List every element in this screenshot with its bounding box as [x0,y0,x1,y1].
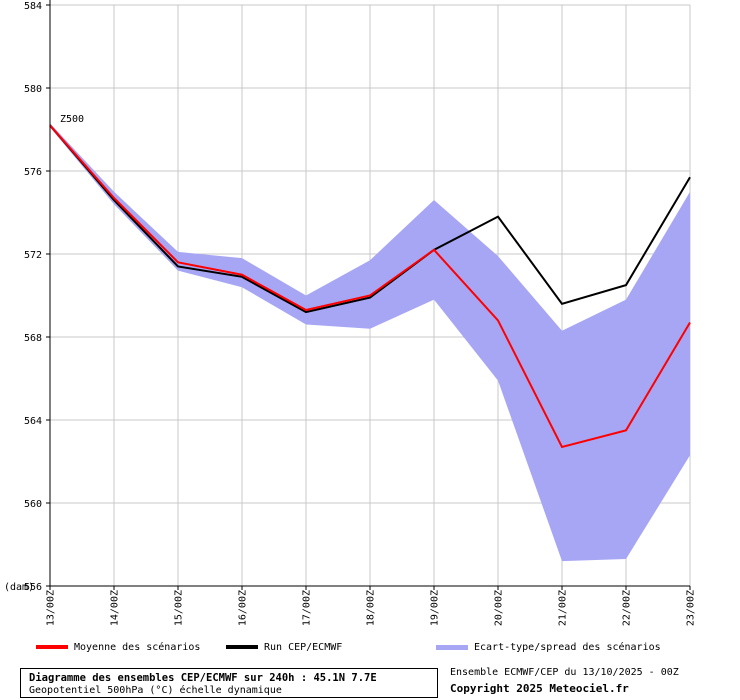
x-tick-label: 22/00Z [622,590,633,626]
x-tick-label: 16/00Z [238,590,249,626]
y-tick-label: 580 [24,84,42,95]
y-tick-label: 576 [24,167,42,178]
chart-grid [49,4,691,587]
x-tick-label: 20/00Z [494,590,505,626]
y-tick-label: 564 [24,416,42,427]
chart-title: Diagramme des ensembles CEP/ECMWF sur 24… [29,672,377,684]
copyright: Copyright 2025 Meteociel.fr [450,682,629,695]
legend-swatch-spread [436,644,468,650]
y-tick-label: 568 [24,333,42,344]
y-tick-label: 560 [24,499,42,510]
y-tick-label: 556 [24,582,42,593]
caption-box: Diagramme des ensembles CEP/ECMWF sur 24… [20,668,438,698]
legend-label-mean: Moyenne des scénarios [74,641,201,653]
legend-item-mean: Moyenne des scénarios [36,638,200,656]
run-info: Ensemble ECMWF/CEP du 13/10/2025 - 00Z C… [450,666,735,698]
legend-label-spread: Ecart-type/spread des scénarios [474,641,661,653]
unit-label: (dam) [4,582,34,593]
legend-item-spread: Ecart-type/spread des scénarios [436,638,661,656]
legend-swatch-run [226,645,258,649]
x-tick-label: 19/00Z [430,590,441,626]
legend-swatch-mean [36,645,68,649]
x-tick-label: 13/00Z [46,590,57,626]
spread-band [50,123,690,562]
y-tick-label: 572 [24,250,42,261]
y-tick-label: 584 [24,1,42,12]
legend-label-run: Run CEP/ECMWF [264,641,343,653]
x-tick-label: 14/00Z [110,590,121,626]
chart-subtitle: Geopotentiel 500hPa (°C) échelle dynamiq… [29,685,282,696]
x-tick-label: 17/00Z [302,590,313,626]
x-tick-label: 21/00Z [558,590,569,626]
variable-label: Z500 [60,114,84,125]
legend-item-run: Run CEP/ECMWF [226,638,342,656]
x-tick-labels: 13/00Z 14/00Z 15/00Z 16/00Z 17/00Z 18/00Z 19/0… [46,586,697,626]
series-line-mean [49,124,691,449]
run-date: Ensemble ECMWF/CEP du 13/10/2025 - 00Z [450,667,679,678]
x-tick-label: 23/00Z [686,590,697,626]
ensemble-chart: 584 580 576 572 568 564 560 556 13/00Z 14/00Z 15/… [4,0,697,626]
x-tick-label: 15/00Z [174,590,185,626]
series-line-run [49,124,691,314]
y-tick-labels: 584 580 576 572 568 564 560 556 [24,1,50,593]
x-tick-label: 18/00Z [366,590,377,626]
